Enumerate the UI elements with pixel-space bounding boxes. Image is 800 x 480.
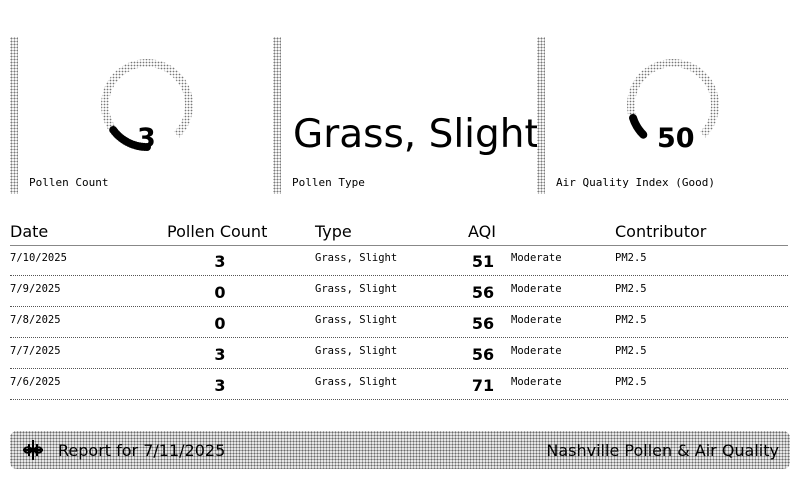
pollen-type-card: Grass, Slight Pollen Type [273,37,540,194]
pollen-count-value: 3 [137,123,156,154]
row-pollen-count: 0 [214,283,226,302]
row-aqi-category: Moderate [511,283,562,295]
card-accent-bar [10,37,18,194]
row-divider [10,337,788,338]
row-aqi: 51 [471,252,495,271]
pollen-flower-icon [22,440,44,460]
col-header-type: Type [315,222,352,241]
row-aqi-category: Moderate [511,314,562,326]
row-date: 7/8/2025 [10,314,61,326]
pollen-count-label: Pollen Count [29,176,109,189]
row-contributor: PM2.5 [615,376,647,388]
row-type: Grass, Slight [315,376,398,388]
aqi-value: 50 [657,123,695,154]
row-divider [10,275,788,276]
aqi-label: Air Quality Index (Good) [556,176,715,189]
row-aqi-category: Moderate [511,376,562,388]
row-date: 7/9/2025 [10,283,61,295]
row-pollen-count: 0 [214,314,226,333]
row-aqi: 56 [471,345,495,364]
table-header-divider [10,245,788,246]
footer-title: Nashville Pollen & Air Quality [546,441,779,460]
pollen-type-value: Grass, Slight [293,112,540,157]
row-aqi-category: Moderate [511,345,562,357]
row-pollen-count: 3 [214,252,226,271]
row-contributor: PM2.5 [615,345,647,357]
col-header-pollen-count: Pollen Count [167,222,268,241]
row-type: Grass, Slight [315,314,398,326]
row-pollen-count: 3 [214,345,226,364]
card-accent-bar [537,37,545,194]
row-contributor: PM2.5 [615,252,647,264]
card-accent-bar [273,37,281,194]
aqi-gauge [627,59,719,139]
row-aqi: 56 [471,283,495,302]
aqi-card: 50 Air Quality Index (Good) [537,37,792,194]
row-contributor: PM2.5 [615,314,647,326]
pollen-type-label: Pollen Type [292,176,365,189]
row-divider [10,306,788,307]
row-contributor: PM2.5 [615,283,647,295]
row-divider [10,368,788,369]
row-aqi: 71 [471,376,495,395]
row-divider [10,399,788,400]
row-date: 7/7/2025 [10,345,61,357]
row-type: Grass, Slight [315,345,398,357]
col-header-date: Date [10,222,49,241]
pollen-count-gauge [101,59,193,151]
row-aqi-category: Moderate [511,252,562,264]
report-date-label: Report for 7/11/2025 [58,441,226,460]
pollen-count-card: 3 Pollen Count [10,37,260,194]
row-date: 7/10/2025 [10,252,67,264]
row-type: Grass, Slight [315,252,398,264]
col-header-aqi: AQI [468,222,496,241]
row-aqi: 56 [471,314,495,333]
footer-bar: Report for 7/11/2025 Nashville Pollen & … [10,431,790,469]
row-date: 7/6/2025 [10,376,61,388]
row-type: Grass, Slight [315,283,398,295]
col-header-contributor: Contributor [615,222,707,241]
row-pollen-count: 3 [214,376,226,395]
